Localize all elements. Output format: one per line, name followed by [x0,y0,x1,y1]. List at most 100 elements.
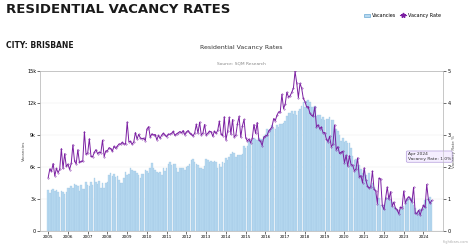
Bar [312,107,314,231]
Bar [362,173,363,231]
Bar [245,148,246,231]
Bar [151,163,153,231]
Bar [320,119,322,231]
Bar [253,138,255,231]
Bar [378,198,380,231]
Bar [294,111,296,231]
Bar [280,124,281,231]
Bar [85,182,87,231]
Bar [212,162,213,231]
Bar [421,209,422,231]
Bar [83,189,85,231]
Bar [264,134,266,231]
Bar [327,119,329,231]
Bar [413,205,414,231]
Bar [344,142,345,231]
Bar [115,177,117,231]
Bar [392,202,393,231]
Bar [332,120,334,231]
Bar [274,129,276,231]
Text: Apr 2024
Vacancy Rate: 1.0%: Apr 2024 Vacancy Rate: 1.0% [408,152,451,161]
Bar [110,172,111,231]
Bar [107,183,108,231]
Bar [202,169,204,231]
Bar [224,163,225,231]
Bar [324,120,326,231]
Bar [161,175,163,231]
Text: Residential Vacancy Rates: Residential Vacancy Rates [201,46,283,50]
Bar [400,209,401,231]
Bar [173,164,174,231]
Bar [174,164,176,231]
Bar [125,172,126,231]
Bar [354,160,355,231]
Bar [375,193,376,231]
Bar [326,119,327,231]
Bar [67,188,69,231]
Bar [408,197,410,231]
Bar [148,173,149,231]
Bar [346,141,347,231]
Bar [100,188,101,231]
Bar [140,178,141,231]
Bar [103,188,105,231]
Bar [169,162,171,231]
Bar [55,190,57,231]
Bar [291,111,292,231]
Bar [128,174,129,231]
Bar [238,155,240,231]
Bar [284,121,286,231]
Bar [304,107,306,231]
Bar [182,169,184,231]
Bar [123,178,125,231]
Bar [299,109,301,231]
Bar [232,152,233,231]
Bar [352,156,354,231]
Bar [196,164,197,231]
Bar [109,175,110,231]
Bar [62,192,64,231]
Bar [289,113,291,231]
Bar [330,120,332,231]
Bar [82,189,83,231]
Bar [337,131,338,231]
Bar [401,209,403,231]
Bar [220,167,222,231]
Bar [81,185,82,231]
Bar [199,168,201,231]
Bar [261,139,263,231]
Bar [149,168,151,231]
Bar [355,159,357,231]
Bar [405,201,406,231]
Bar [431,201,432,231]
Bar [309,102,310,231]
Bar [316,116,317,231]
Bar [145,170,146,231]
Bar [296,115,298,231]
Bar [121,183,123,231]
Bar [191,160,192,231]
Bar [334,127,335,231]
Bar [102,183,103,231]
Bar [410,199,411,231]
Bar [329,118,330,231]
Bar [246,146,248,231]
Y-axis label: Vacancy Rate %: Vacancy Rate % [452,135,456,168]
Bar [168,164,169,231]
Bar [418,211,419,231]
Bar [176,168,177,231]
Bar [130,168,131,231]
Bar [72,188,73,231]
Bar [419,209,421,231]
Bar [288,113,289,231]
Bar [194,162,195,231]
Bar [197,165,199,231]
Bar [54,191,55,231]
Bar [301,106,302,231]
Bar [59,197,61,231]
Y-axis label: Vacancies: Vacancies [22,141,26,161]
Bar [184,170,185,231]
Bar [424,200,426,231]
Bar [357,165,358,231]
Bar [204,166,205,231]
